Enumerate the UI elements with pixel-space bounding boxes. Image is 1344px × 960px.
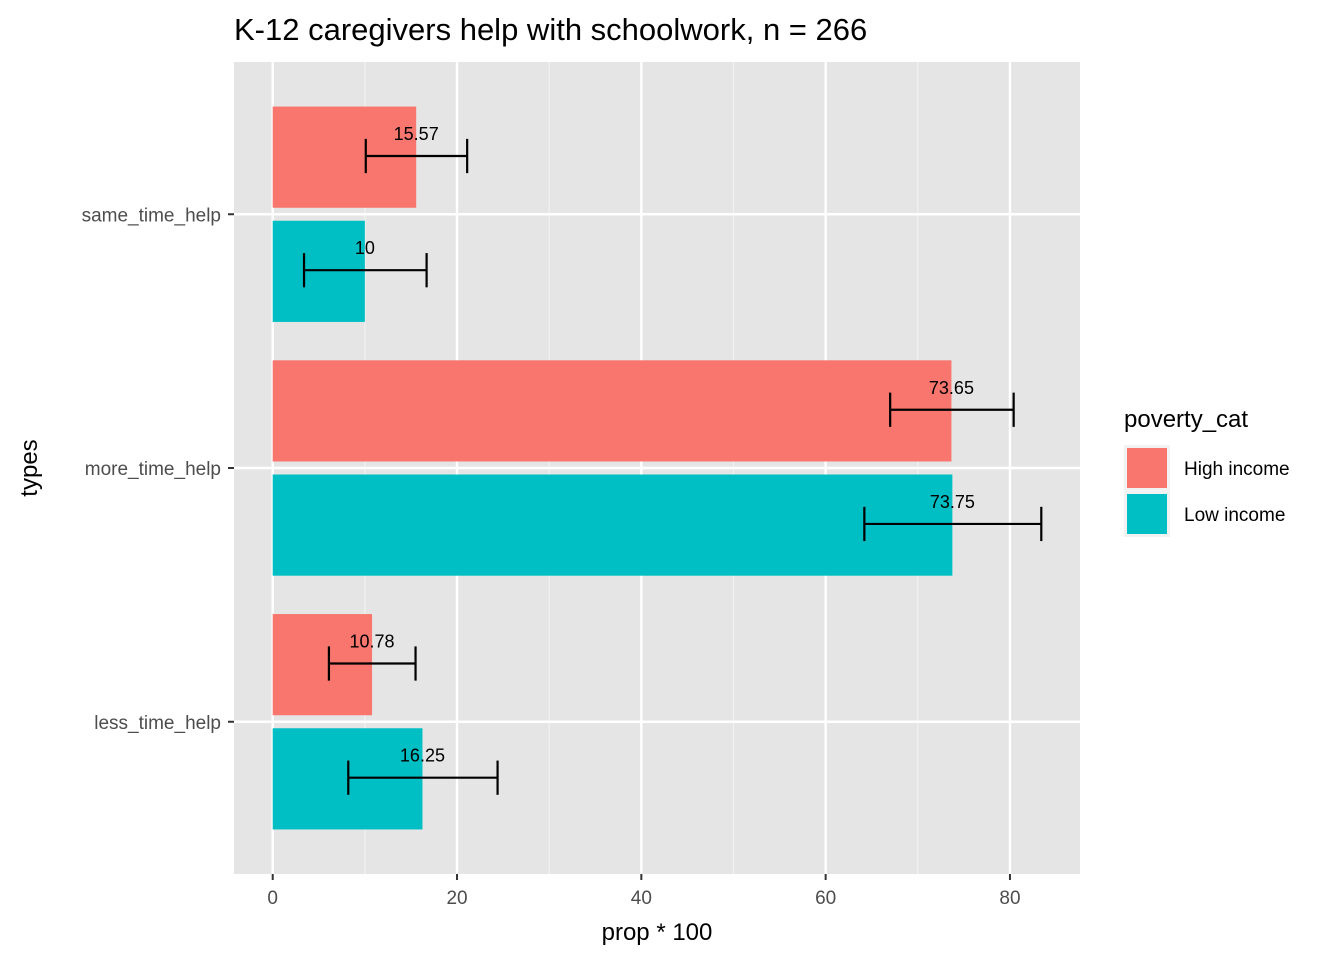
chart-title: K-12 caregivers help with schoolwork, n … bbox=[234, 12, 867, 47]
data-label: 73.65 bbox=[929, 378, 974, 398]
x-axis-title: prop * 100 bbox=[602, 919, 713, 946]
bar bbox=[272, 220, 365, 322]
data-label: 15.57 bbox=[394, 124, 439, 144]
bar bbox=[272, 106, 417, 208]
legend-title: poverty_cat bbox=[1124, 406, 1248, 433]
bar bbox=[272, 474, 953, 576]
x-tick-label: 0 bbox=[267, 888, 278, 909]
bar bbox=[272, 614, 373, 716]
bar bbox=[272, 360, 952, 462]
y-tick-label: less_time_help bbox=[94, 713, 221, 734]
data-label: 73.75 bbox=[930, 492, 975, 512]
legend-label: Low income bbox=[1184, 505, 1285, 526]
legend-label: High income bbox=[1184, 459, 1290, 480]
data-label: 10.78 bbox=[350, 632, 395, 652]
legend-entries: High income Low income bbox=[1124, 445, 1290, 537]
legend-swatch bbox=[1127, 448, 1167, 488]
data-label: 10 bbox=[355, 238, 375, 258]
x-tick-label: 20 bbox=[446, 888, 467, 909]
y-axis-title: types bbox=[16, 439, 43, 496]
error-bars bbox=[302, 138, 1043, 795]
bars bbox=[272, 106, 953, 830]
y-axis: less_time_help more_time_help same_time_he… bbox=[82, 205, 234, 734]
y-tick-label: more_time_help bbox=[85, 459, 221, 480]
legend-swatch bbox=[1127, 494, 1167, 534]
x-axis: 0 20 40 60 80 bbox=[267, 874, 1021, 909]
grid-major bbox=[234, 62, 1080, 874]
data-labels: 10.78 73.65 15.57 16.25 73.75 10 bbox=[350, 124, 975, 766]
x-tick-label: 80 bbox=[999, 888, 1020, 909]
x-tick-label: 40 bbox=[631, 888, 652, 909]
y-tick-label: same_time_help bbox=[82, 205, 221, 226]
data-label: 16.25 bbox=[400, 746, 445, 766]
legend: poverty_cat High income Low income bbox=[1124, 406, 1290, 537]
x-tick-label: 60 bbox=[815, 888, 836, 909]
